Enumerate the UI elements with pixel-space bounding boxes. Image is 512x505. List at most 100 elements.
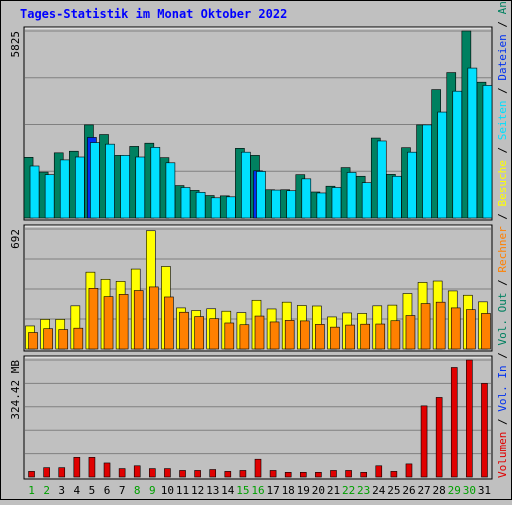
bar-rechner-day-6 bbox=[103, 296, 114, 350]
bar-volumen-day-21 bbox=[330, 470, 337, 478]
bar-rechner-day-7 bbox=[118, 294, 129, 350]
legend-item-rechner: Rechner bbox=[496, 226, 509, 273]
panel-volume: 324.42 MB bbox=[9, 355, 493, 480]
bar-seiten-day-22 bbox=[346, 172, 357, 219]
bar-volumen-day-1 bbox=[28, 471, 35, 478]
bar-rechner-day-4 bbox=[73, 327, 84, 350]
panel-frame bbox=[23, 355, 493, 480]
bar-rechner-day-12 bbox=[194, 316, 204, 350]
x-tick-label-3: 3 bbox=[58, 484, 65, 497]
bar-seiten-day-16 bbox=[256, 171, 266, 219]
bar-rechner-day-15 bbox=[239, 324, 250, 350]
bar-volumen-day-31 bbox=[481, 383, 488, 478]
bar-seiten-day-30 bbox=[467, 67, 478, 219]
bar-volumen-day-25 bbox=[390, 471, 398, 478]
bar-seiten-day-5 bbox=[90, 142, 100, 219]
bar-seiten-day-6 bbox=[105, 143, 115, 219]
legend-item-vol-out: Vol. Out bbox=[496, 293, 509, 346]
bar-rechner-day-10 bbox=[164, 296, 174, 350]
bar-volumen-day-16 bbox=[254, 458, 262, 478]
x-tick-label-16: 16 bbox=[251, 484, 264, 497]
bar-volumen-day-29 bbox=[450, 367, 458, 478]
bar-rechner-day-19 bbox=[299, 320, 310, 350]
bar-seiten-day-14 bbox=[226, 196, 236, 219]
x-tick-label-14: 14 bbox=[221, 484, 235, 497]
legend-text: Volumen / Vol. In / Vol. Out / Rechner /… bbox=[496, 0, 509, 478]
bar-rechner-day-30 bbox=[466, 309, 476, 350]
panel-visits: 692 bbox=[9, 224, 493, 352]
bar-seiten-day-1 bbox=[29, 165, 40, 219]
y-max-label: 692 bbox=[9, 229, 22, 249]
legend-item-seiten: Seiten bbox=[496, 100, 509, 140]
bar-volumen-day-15 bbox=[239, 470, 247, 478]
legend-item-besuche: Besuche bbox=[496, 160, 509, 206]
legend-separator: / bbox=[496, 206, 509, 226]
x-tick-label-1: 1 bbox=[28, 484, 35, 497]
bar-seiten-day-20 bbox=[316, 192, 327, 219]
bar-rechner-day-26 bbox=[405, 315, 416, 350]
x-tick-label-23: 23 bbox=[357, 484, 370, 497]
x-tick-label-9: 9 bbox=[149, 484, 156, 497]
legend-separator: / bbox=[496, 346, 509, 366]
legend-item-dateien: Dateien bbox=[496, 34, 509, 80]
bar-volumen-day-8 bbox=[133, 465, 141, 478]
bar-volumen-day-18 bbox=[284, 472, 292, 478]
bar-seiten-day-7 bbox=[120, 155, 130, 219]
x-tick-label-17: 17 bbox=[266, 484, 279, 497]
bar-volumen-day-13 bbox=[209, 469, 217, 478]
x-tick-label-6: 6 bbox=[104, 484, 111, 497]
bar-volumen-day-7 bbox=[118, 468, 126, 478]
x-tick-label-26: 26 bbox=[402, 484, 415, 497]
bar-rechner-day-8 bbox=[133, 290, 144, 350]
bar-seiten-day-4 bbox=[75, 156, 85, 219]
y-max-label: 5825 bbox=[9, 31, 22, 58]
legend-separator: / bbox=[496, 140, 509, 160]
legend-separator: / bbox=[496, 81, 509, 101]
x-tick-label-13: 13 bbox=[206, 484, 219, 497]
bar-rechner-day-29 bbox=[450, 307, 461, 350]
legend-separator: / bbox=[496, 273, 509, 293]
bar-rechner-day-9 bbox=[149, 286, 159, 350]
bar-rechner-day-13 bbox=[209, 318, 220, 350]
bar-seiten-day-15 bbox=[241, 151, 251, 219]
x-tick-label-2: 2 bbox=[43, 484, 50, 497]
x-tick-label-10: 10 bbox=[161, 484, 174, 497]
x-axis-labels: 1 2 3 4 5 6 7 8 9 10 11 12 13 14 15 16 17 18 19 20 21 22 23 24 2… bbox=[28, 484, 491, 497]
bar-seiten-day-13 bbox=[210, 197, 221, 219]
bar-seiten-day-25 bbox=[392, 175, 402, 219]
bar-rechner-day-1 bbox=[28, 332, 38, 350]
bar-rechner-day-18 bbox=[284, 320, 295, 350]
legend-separator: / bbox=[496, 412, 509, 432]
bar-rechner-day-28 bbox=[435, 301, 446, 350]
bar-volumen-day-19 bbox=[299, 472, 307, 478]
bar-seiten-day-28 bbox=[437, 111, 447, 219]
legend-item-anfragen: Anfragen bbox=[496, 0, 509, 14]
x-tick-label-20: 20 bbox=[312, 484, 325, 497]
x-tick-label-19: 19 bbox=[297, 484, 310, 497]
x-tick-label-7: 7 bbox=[119, 484, 126, 497]
x-tick-label-5: 5 bbox=[89, 484, 96, 497]
bar-rechner-day-21 bbox=[330, 326, 340, 350]
bar-seiten-day-10 bbox=[165, 162, 176, 219]
bar-rechner-day-27 bbox=[420, 303, 431, 350]
bar-seiten-day-3 bbox=[59, 159, 70, 219]
bar-seiten-day-19 bbox=[301, 178, 312, 219]
y-max-label: 324.42 MB bbox=[9, 360, 22, 420]
bar-rechner-day-23 bbox=[360, 323, 370, 350]
bar-volumen-day-9 bbox=[149, 468, 156, 478]
bar-rechner-day-2 bbox=[43, 328, 53, 350]
bar-rechner-day-14 bbox=[224, 322, 235, 350]
bar-seiten-day-24 bbox=[376, 140, 387, 219]
x-tick-label-11: 11 bbox=[176, 484, 189, 497]
x-tick-label-27: 27 bbox=[417, 484, 430, 497]
x-tick-label-29: 29 bbox=[448, 484, 461, 497]
bar-volumen-day-2 bbox=[43, 467, 50, 478]
bar-rechner-day-22 bbox=[345, 324, 355, 350]
panel-hits: 5825 bbox=[9, 26, 493, 221]
x-tick-label-21: 21 bbox=[327, 484, 340, 497]
x-tick-label-18: 18 bbox=[282, 484, 295, 497]
bar-rechner-day-16 bbox=[254, 315, 265, 350]
bar-rechner-day-5 bbox=[88, 288, 99, 350]
bar-rechner-day-25 bbox=[390, 320, 401, 350]
